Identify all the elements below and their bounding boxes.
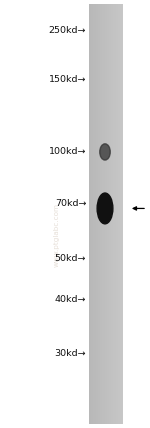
Bar [106, 4, 107, 424]
Text: 30kd→: 30kd→ [55, 348, 86, 358]
Bar [108, 4, 109, 424]
Bar [113, 4, 114, 424]
Bar [104, 4, 105, 424]
Bar [96, 4, 97, 424]
Text: 250kd→: 250kd→ [49, 26, 86, 36]
Bar [90, 4, 91, 424]
Bar [115, 4, 116, 424]
Bar [99, 4, 100, 424]
Bar [100, 4, 101, 424]
Bar [103, 4, 104, 424]
Bar [93, 4, 94, 424]
Text: 40kd→: 40kd→ [55, 295, 86, 304]
Bar [118, 4, 119, 424]
Ellipse shape [97, 193, 113, 224]
Bar [110, 4, 111, 424]
Bar [95, 4, 96, 424]
Ellipse shape [100, 144, 110, 160]
Text: 70kd→: 70kd→ [55, 199, 86, 208]
Bar [92, 4, 93, 424]
Bar [101, 4, 102, 424]
Bar [106, 4, 107, 424]
Bar [112, 4, 113, 424]
Bar [119, 4, 120, 424]
Text: 100kd→: 100kd→ [49, 147, 86, 157]
Bar [91, 4, 92, 424]
Bar [122, 4, 123, 424]
Bar [111, 4, 112, 424]
Bar [89, 4, 90, 424]
Bar [107, 4, 108, 424]
Bar [121, 4, 122, 424]
Bar [115, 4, 116, 424]
Bar [110, 4, 111, 424]
Bar [98, 4, 99, 424]
Bar [96, 4, 97, 424]
Bar [99, 4, 100, 424]
Bar [102, 4, 103, 424]
Bar [117, 4, 118, 424]
Bar [90, 4, 91, 424]
Bar [109, 4, 110, 424]
Bar [104, 4, 105, 424]
Bar [107, 4, 108, 424]
Bar [120, 4, 121, 424]
Bar [97, 4, 98, 424]
Text: 50kd→: 50kd→ [55, 254, 86, 264]
Bar [112, 4, 113, 424]
Bar [94, 4, 95, 424]
Bar [117, 4, 118, 424]
Bar [93, 4, 94, 424]
Text: www.ptglabc.com: www.ptglabc.com [54, 203, 60, 268]
Bar [120, 4, 121, 424]
Text: 150kd→: 150kd→ [49, 74, 86, 84]
Bar [116, 4, 117, 424]
Bar [114, 4, 115, 424]
Bar [105, 4, 106, 424]
Bar [121, 4, 122, 424]
